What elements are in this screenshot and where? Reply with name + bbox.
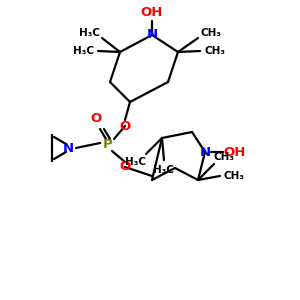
Text: O: O: [119, 119, 130, 133]
Text: H₃C: H₃C: [125, 157, 146, 167]
Text: P: P: [103, 139, 113, 152]
Text: CH₃: CH₃: [214, 152, 235, 162]
Text: H₃C: H₃C: [74, 46, 94, 56]
Text: OH: OH: [141, 5, 163, 19]
Text: N: N: [146, 28, 158, 41]
Text: H₃C: H₃C: [154, 165, 175, 175]
Text: H₃C: H₃C: [80, 28, 100, 38]
Text: N: N: [62, 142, 74, 154]
Text: O: O: [90, 112, 102, 125]
Text: N: N: [200, 146, 211, 158]
Text: CH₃: CH₃: [200, 28, 221, 38]
Text: CH₃: CH₃: [224, 171, 244, 181]
Text: O: O: [119, 160, 130, 173]
Text: OH: OH: [224, 146, 246, 158]
Text: CH₃: CH₃: [205, 46, 226, 56]
